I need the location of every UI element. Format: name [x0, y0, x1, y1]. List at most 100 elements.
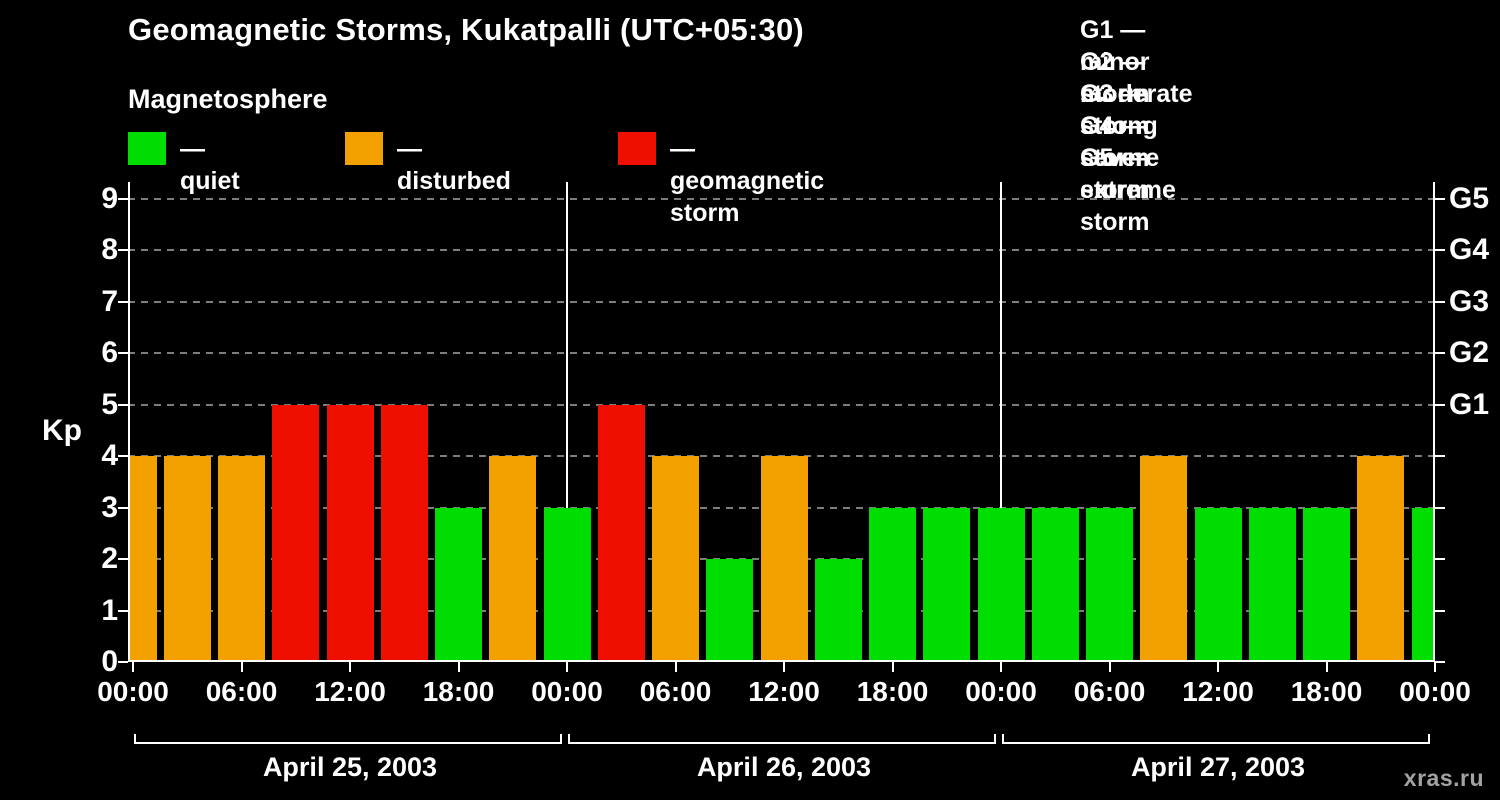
kp-gridline [128, 300, 1435, 303]
kp-bar [489, 456, 537, 662]
kp-gridline [128, 403, 1435, 406]
x-axis-tick [240, 662, 243, 672]
y-tick-label: 8 [101, 233, 118, 266]
kp-gridline [128, 249, 1435, 251]
y-axis-tick [118, 403, 128, 406]
watermark: xras.ru [1403, 765, 1484, 791]
legend-label-disturbed: — disturbed [397, 135, 511, 195]
g-scale-tick-label: G2 [1449, 336, 1490, 369]
kp-bar [1303, 507, 1350, 662]
right-axis-tick [1435, 661, 1445, 663]
kp-bar [1357, 456, 1405, 662]
day-bracket [1002, 734, 1430, 744]
kp-bar [380, 404, 428, 662]
x-axis-tick [566, 662, 568, 672]
right-axis-tick [1435, 506, 1445, 509]
kp-bar [543, 507, 591, 662]
x-axis-tick [132, 662, 134, 672]
kp-bar [218, 456, 265, 662]
right-axis-tick [1435, 352, 1445, 354]
g-scale-tick-label: G5 [1449, 181, 1490, 215]
storm-scale-line: G4 — severe storm [1080, 112, 1160, 204]
kp-bar [1086, 507, 1133, 662]
day-label: April 26, 2003 [696, 752, 872, 782]
right-axis-tick [1435, 197, 1445, 200]
y-tick-label: 0 [101, 645, 118, 678]
legend-swatch-storm [618, 132, 656, 165]
g-scale-tick-label: G3 [1449, 284, 1490, 318]
y-axis-tick [118, 661, 128, 663]
kp-bar [163, 456, 211, 662]
legend-label-storm: — geomagnetic storm [670, 135, 825, 227]
kp-bar [597, 404, 645, 662]
kp-bar [1140, 456, 1188, 662]
day-label: April 25, 2003 [262, 752, 438, 782]
y-tick-label: 6 [101, 336, 118, 369]
x-axis-tick [349, 662, 351, 672]
x-tick-label: 06:00 [1073, 676, 1146, 707]
x-tick-label: 06:00 [205, 676, 278, 707]
kp-bar [1248, 507, 1296, 662]
kp-bar [869, 507, 916, 662]
y-tick-label: 5 [101, 387, 118, 421]
kp-bar [1031, 507, 1079, 662]
x-axis-tick [891, 662, 894, 672]
storm-scale-line: G2 — moderate storm [1080, 48, 1193, 140]
legend-label-quiet: — quiet [180, 135, 240, 195]
x-axis-tick [783, 662, 785, 672]
kp-gridline [128, 352, 1435, 354]
y-tick-label: 1 [101, 593, 118, 627]
x-tick-label: 18:00 [856, 676, 929, 707]
x-axis-tick [1217, 662, 1219, 672]
right-axis-tick [1435, 609, 1445, 612]
x-axis-tick [1000, 662, 1002, 672]
x-tick-label: 00:00 [1399, 676, 1471, 707]
kp-bar [435, 507, 482, 662]
kp-bar [272, 404, 320, 662]
storm-scale-line: G1 — minor storm [1080, 16, 1150, 108]
x-axis-tick [457, 662, 460, 672]
x-tick-label: 12:00 [314, 676, 386, 707]
y-axis-title: Kp [42, 414, 82, 447]
kp-bar [814, 559, 862, 662]
g-scale-tick-label: G4 [1449, 233, 1490, 266]
day-label: April 27, 2003 [1130, 752, 1306, 782]
y-axis-tick [118, 506, 128, 509]
y-tick-label: 4 [101, 439, 118, 472]
y-axis-tick [118, 558, 128, 560]
x-tick-label: 18:00 [1290, 676, 1363, 707]
right-axis-tick [1435, 455, 1445, 457]
x-tick-label: 06:00 [639, 676, 712, 707]
chart-title: Geomagnetic Storms, Kukatpalli (UTC+05:3… [128, 12, 804, 47]
x-tick-label: 00:00 [97, 676, 169, 707]
kp-bar [128, 456, 157, 662]
day-bracket [134, 734, 562, 744]
kp-bar [1194, 507, 1242, 662]
y-axis-tick [118, 352, 128, 354]
x-axis-tick [1325, 662, 1328, 672]
day-bracket [568, 734, 996, 744]
legend-swatch-disturbed [345, 132, 383, 165]
y-axis-tick [118, 300, 128, 303]
right-axis-tick [1435, 403, 1445, 406]
magnetosphere-label: Magnetosphere [128, 84, 328, 114]
kp-bar [326, 404, 374, 662]
x-axis-tick [1108, 662, 1111, 672]
x-tick-label: 00:00 [531, 676, 603, 707]
right-axis-tick [1435, 249, 1445, 251]
kp-bar [923, 507, 971, 662]
y-tick-label: 3 [101, 490, 118, 524]
storm-scale-line: G3 — strong storm [1080, 80, 1158, 172]
y-tick-label: 9 [101, 181, 118, 215]
right-axis-tick [1435, 300, 1445, 303]
day-separator [1000, 182, 1002, 662]
y-tick-label: 7 [101, 284, 118, 318]
x-axis-tick [1434, 662, 1436, 672]
g-scale-tick-label: G1 [1449, 387, 1490, 421]
x-tick-label: 12:00 [1182, 676, 1254, 707]
day-separator [566, 182, 568, 662]
kp-bar [1411, 507, 1435, 662]
legend-swatch-quiet [128, 132, 166, 165]
y-axis-tick [118, 249, 128, 251]
